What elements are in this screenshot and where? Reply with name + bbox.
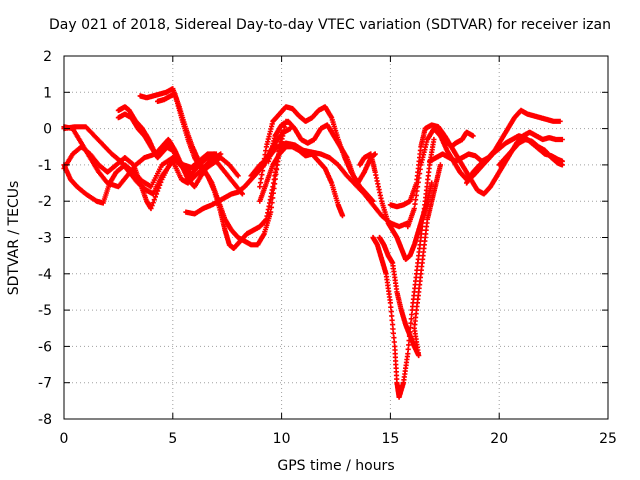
y-tick-label: 2 — [43, 49, 52, 65]
data-marks — [61, 86, 565, 400]
y-tick-labels: -8 -7 -6 -5 -4 -3 -2 -1 0 1 2 — [38, 49, 52, 428]
series-track-16 — [370, 136, 437, 400]
y-tick-label: 1 — [43, 85, 52, 101]
series-marks — [115, 111, 245, 197]
y-tick-label: -3 — [38, 231, 52, 247]
x-tick-label: 15 — [381, 431, 399, 447]
y-tick-label: 0 — [43, 122, 52, 138]
x-tick-label: 20 — [490, 431, 508, 447]
series-track-8 — [155, 91, 289, 251]
series-marks — [155, 91, 289, 251]
y-tick-label: -1 — [38, 158, 52, 174]
x-tick-label: 5 — [168, 431, 177, 447]
series-marks — [370, 136, 437, 400]
x-tick-label: 10 — [273, 431, 291, 447]
grid-lines — [64, 56, 608, 419]
series-marks — [496, 136, 565, 168]
y-axis-label: SDTVAR / TECUs — [6, 181, 22, 296]
series-track-6 — [115, 111, 245, 197]
y-tick-label: -5 — [38, 303, 52, 319]
x-tick-labels: 0 5 10 15 20 25 — [60, 431, 617, 447]
axis-ticks — [63, 55, 609, 420]
x-axis-label: GPS time / hours — [277, 458, 394, 474]
y-tick-label: -2 — [38, 194, 52, 210]
chart-title: Day 021 of 2018, Sidereal Day-to-day VTE… — [49, 17, 611, 33]
x-tick-label: 25 — [599, 431, 617, 447]
y-tick-label: -8 — [38, 412, 52, 428]
y-tick-label: -7 — [38, 376, 52, 392]
series-track-22 — [496, 136, 565, 168]
y-tick-label: -4 — [38, 267, 52, 283]
x-tick-label: 0 — [60, 431, 69, 447]
y-tick-label: -6 — [38, 339, 52, 355]
